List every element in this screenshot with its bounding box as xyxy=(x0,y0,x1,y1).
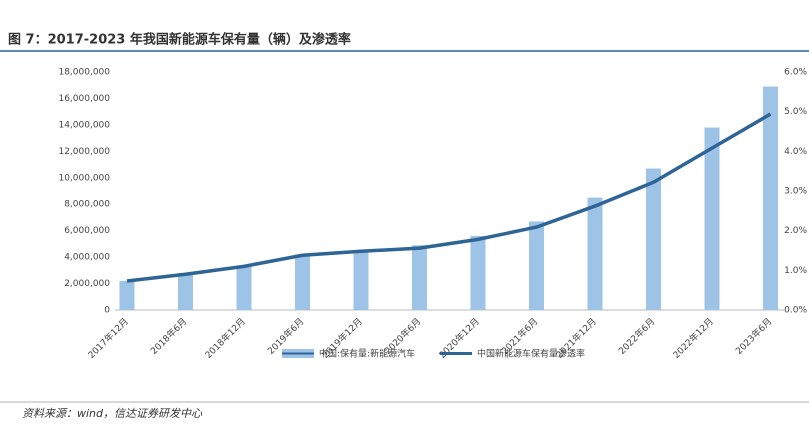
bar xyxy=(704,127,720,311)
line xyxy=(126,112,772,283)
x-tick-label: 2018年12月 xyxy=(202,315,248,361)
legend-label: 中国新能源车保有量渗透率 xyxy=(477,348,585,360)
x-tick-label: 2018年6月 xyxy=(148,315,189,356)
y-tick-label: 2,000,000 xyxy=(64,279,110,289)
x-tick-label: 2017年12月 xyxy=(85,315,131,361)
source: 资料来源：wind，信达证券研发中心 xyxy=(22,407,203,420)
y2-tick-label: 3.0% xyxy=(784,187,807,197)
bar xyxy=(763,86,778,311)
y-tick-label: 12,000,000 xyxy=(58,147,110,157)
y-tick-label: 14,000,000 xyxy=(58,120,110,130)
bar xyxy=(353,251,369,310)
bar xyxy=(587,197,603,310)
y-tick-label: 8,000,000 xyxy=(64,200,110,210)
bar xyxy=(646,168,661,310)
y2-tick-label: 5.0% xyxy=(784,107,807,117)
x-tick-label: 2022年12月 xyxy=(670,315,716,361)
y-tick-label: 4,000,000 xyxy=(64,253,110,263)
y-tick-label: 6,000,000 xyxy=(64,226,110,236)
bar xyxy=(470,235,486,310)
y2-tick-label: 4.0% xyxy=(784,147,807,157)
y-tick-label: 0 xyxy=(104,306,110,316)
y-tick-label: 18,000,000 xyxy=(58,68,110,78)
y-tick-label: 10,000,000 xyxy=(58,173,110,183)
bar xyxy=(412,245,427,310)
x-tick-label: 2022年6月 xyxy=(616,315,657,356)
y2-tick-label: 0.0% xyxy=(784,306,807,316)
bar xyxy=(119,280,135,310)
y2-tick-label: 1.0% xyxy=(784,266,807,276)
y-tick-label: 16,000,000 xyxy=(58,94,110,104)
bar xyxy=(295,254,310,310)
bar xyxy=(178,272,193,310)
bar xyxy=(236,266,252,310)
y2-tick-label: 2.0% xyxy=(784,226,807,236)
x-tick-label: 2023年6月 xyxy=(733,315,774,356)
chart-title: 图 7：2017-2023 年我国新能源车保有量（辆）及渗透率 xyxy=(8,32,351,48)
legend-label: 中国:保有量:新能源汽车 xyxy=(319,348,415,360)
bar xyxy=(529,221,544,310)
y2-tick-label: 6.0% xyxy=(784,68,807,78)
